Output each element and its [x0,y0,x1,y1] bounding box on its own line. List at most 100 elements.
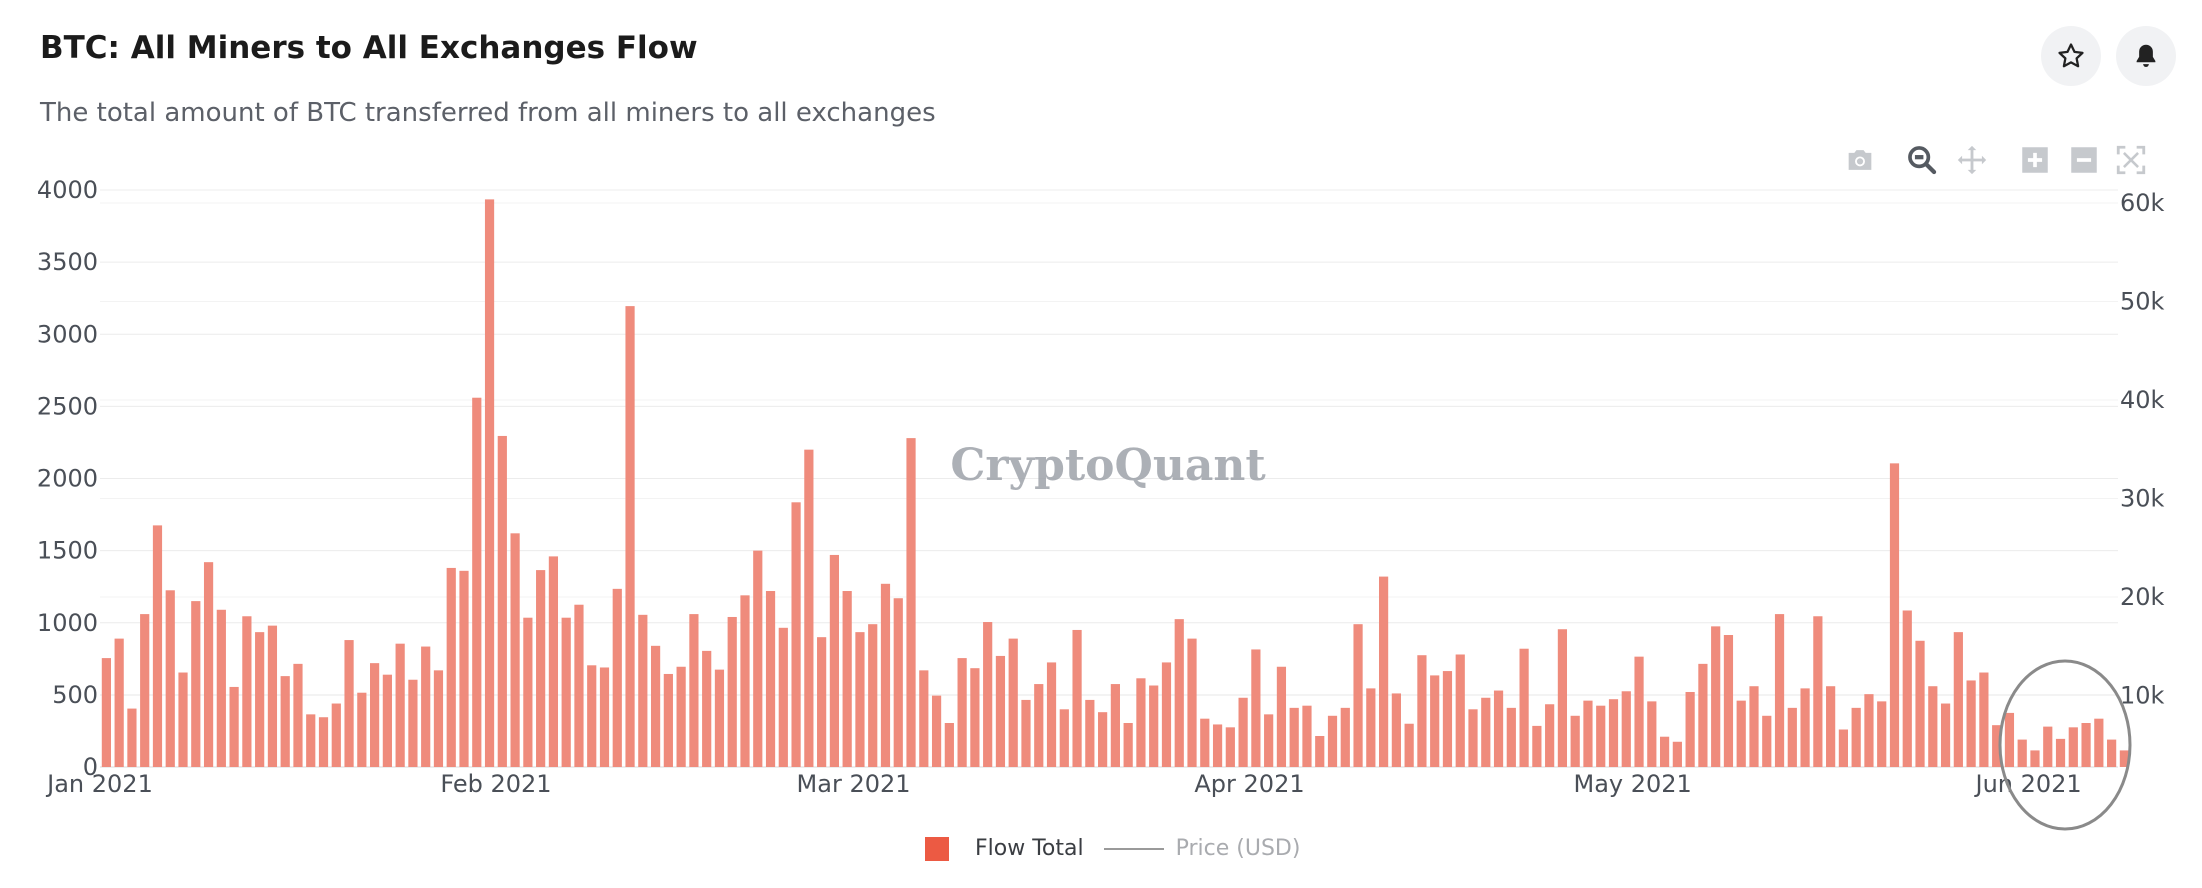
bar [523,617,533,767]
bar [1161,662,1172,767]
zoom-in-icon[interactable] [2017,142,2053,178]
bar [880,583,891,767]
bar [714,669,725,767]
y-left-tick-label: 2500 [37,392,98,420]
bar [216,609,226,767]
bar [625,306,635,767]
favorite-button[interactable] [2041,26,2101,86]
bar [970,668,980,767]
x-tick-label: Jun 2021 [1973,770,2081,798]
bar [152,525,163,767]
bar [2030,750,2040,767]
bar [203,562,214,767]
flow-legend-swatch[interactable] [925,836,949,861]
y-right-tick-label: 50k [2120,288,2165,316]
y-left-tick-label: 1500 [37,537,98,565]
bar [293,663,303,767]
alert-button[interactable] [2116,26,2176,86]
chart-subtitle: The total amount of BTC transferred from… [40,98,936,128]
bar [1800,688,1810,767]
pan-icon[interactable] [1954,142,1990,178]
bar [1813,616,1823,767]
bar [983,622,993,767]
bar [1698,663,1708,767]
x-tick-label: Mar 2021 [797,770,911,798]
watermark: CryptoQuant [950,440,1266,491]
price-legend-line[interactable] [1103,847,1164,850]
flow-legend-label[interactable]: Flow Total [975,836,1084,861]
bar [536,570,546,767]
bell-icon [2136,44,2156,67]
zoom-icon[interactable] [1904,142,1940,178]
bar [318,717,329,767]
bar [1749,686,1759,767]
bar [421,646,431,767]
camera-icon[interactable] [1842,142,1878,178]
bar [638,614,648,767]
bar [2017,739,2027,767]
bar [1953,632,1963,767]
bar [612,588,622,767]
bar [2004,712,2015,767]
bar [1276,666,1287,767]
bar [1774,614,1785,767]
x-tick-label: Apr 2021 [1194,770,1304,798]
bar [893,598,903,767]
bar [778,627,788,767]
bar [1992,725,2002,767]
bar [1123,723,1133,767]
y-left-tick-label: 3500 [37,248,98,276]
bar [574,604,584,767]
bar [906,438,916,767]
bar [408,679,418,767]
bar [1200,718,1210,767]
bar [1455,654,1465,767]
bar [255,632,265,767]
bar [1072,629,1082,767]
x-tick-label: Feb 2021 [440,770,551,798]
y-axis-left: 0 500 1000 1500 2000 2500 3000 3500 4000 [37,176,98,781]
bar [1417,655,1427,767]
bar [2055,738,2066,767]
price-legend-label[interactable]: Price (USD) [1175,836,1301,861]
y-left-tick-label: 1000 [37,609,98,637]
bar [459,570,469,767]
bar [357,692,367,767]
x-tick-label: May 2021 [1573,770,1691,798]
bar [1532,725,1542,767]
bar [1289,707,1299,767]
x-axis: Jan 2021 Feb 2021 Mar 2021 Apr 2021 May 2021… [45,770,2082,798]
y-right-tick-label: 60k [2120,189,2165,217]
bar [1225,727,1235,767]
bars [101,199,2129,768]
bar [919,670,929,767]
bar [1723,635,1734,767]
bar [497,435,507,767]
bar [650,645,661,767]
bar [1787,707,1797,767]
bar [1940,703,1951,767]
bar [1264,714,1274,767]
bar [1212,724,1223,767]
bar [1315,735,1325,767]
y-left-tick-label: 0 [83,753,98,781]
bar [1404,723,1414,767]
bar [561,617,571,767]
bar [306,714,316,767]
zoom-out-icon[interactable] [2066,142,2102,178]
bar [1915,640,1925,767]
bar [510,533,520,767]
bar [1685,691,1695,767]
bar [1302,705,1312,767]
bar [433,670,444,767]
bar [931,695,942,767]
y-left-tick-label: 2000 [37,465,98,493]
bar [1966,680,1976,767]
bar [599,667,610,767]
bar [1008,638,1018,767]
bar [1327,715,1338,767]
bar [1149,685,1159,767]
autoscale-icon[interactable] [2113,142,2149,178]
bar [191,601,201,767]
bar [944,723,954,767]
